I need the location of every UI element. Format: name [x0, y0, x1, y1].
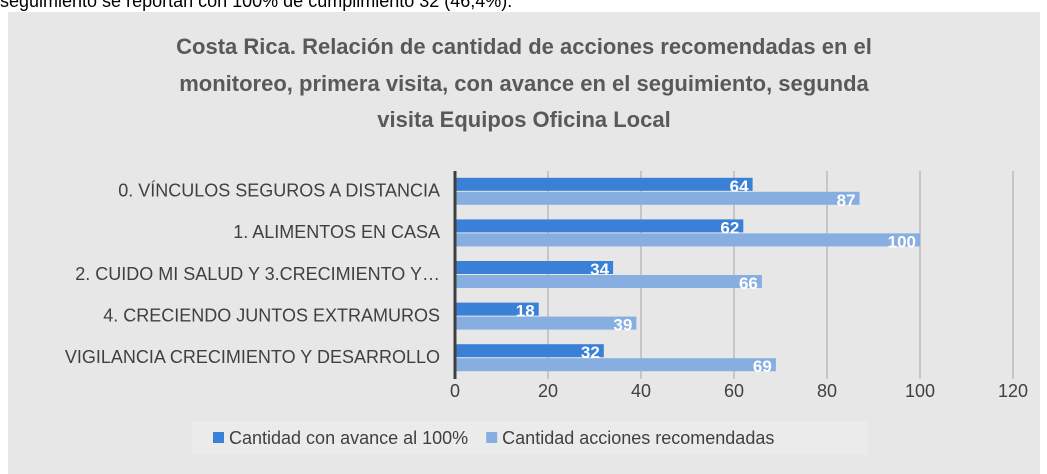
- bar: [455, 358, 776, 372]
- data-label: 69: [753, 357, 772, 376]
- data-label: 62: [720, 218, 739, 237]
- y-tick-label: 4. CRECIENDO JUNTOS EXTRAMUROS: [103, 305, 440, 325]
- chart-title: Costa Rica. Relación de cantidad de acci…: [176, 34, 872, 59]
- legend-swatch: [486, 432, 498, 443]
- data-label: 18: [516, 302, 535, 321]
- x-tick-label: 120: [998, 381, 1028, 401]
- bar: [455, 219, 744, 233]
- data-label: 39: [613, 316, 632, 335]
- x-tick-label: 0: [450, 381, 460, 401]
- x-tick-label: 60: [724, 381, 744, 401]
- bar: [455, 233, 920, 247]
- x-tick-label: 100: [905, 381, 935, 401]
- legend-label: Cantidad con avance al 100%: [229, 428, 468, 448]
- legend-label: Cantidad acciones recomendadas: [502, 428, 774, 448]
- chart-title: visita Equipos Oficina Local: [377, 107, 670, 132]
- data-label: 32: [581, 343, 600, 362]
- data-label: 100: [888, 232, 916, 251]
- y-tick-label: 0. VÍNCULOS SEGUROS A DISTANCIA: [118, 181, 440, 201]
- data-label: 66: [739, 274, 758, 293]
- bar: [455, 261, 614, 274]
- bar: [455, 275, 762, 288]
- x-tick-label: 20: [538, 381, 558, 401]
- y-tick-label: 2. CUIDO MI SALUD Y 3.CRECIMIENTO Y…: [75, 264, 440, 284]
- bar: [455, 177, 753, 191]
- bar: [455, 191, 860, 205]
- y-tick-label: VIGILANCIA CRECIMIENTO Y DESARROLLO: [65, 347, 440, 367]
- legend-swatch: [213, 432, 224, 443]
- data-label: 34: [590, 260, 609, 279]
- data-label: 87: [837, 191, 856, 210]
- x-tick-label: 80: [817, 381, 837, 401]
- legend: [192, 421, 868, 455]
- document-text: seguimiento se reportan con 100% de cump…: [0, 0, 512, 11]
- bar: [455, 316, 637, 330]
- bar: [455, 344, 604, 358]
- bar: [455, 302, 539, 316]
- y-tick-label: 1. ALIMENTOS EN CASA: [233, 222, 440, 242]
- data-label: 64: [730, 177, 749, 196]
- chart-title: monitoreo, primera visita, con avance en…: [179, 71, 869, 96]
- x-tick-label: 40: [631, 381, 651, 401]
